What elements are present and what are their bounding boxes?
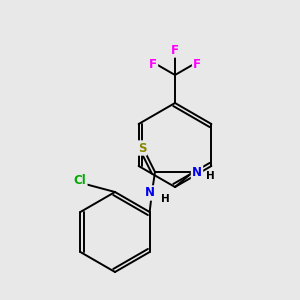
Text: F: F xyxy=(171,44,179,56)
Text: H: H xyxy=(161,194,170,204)
Text: N: N xyxy=(192,166,202,178)
Text: S: S xyxy=(138,142,146,154)
Text: Cl: Cl xyxy=(74,173,86,187)
Text: F: F xyxy=(193,58,201,70)
Text: H: H xyxy=(206,171,215,181)
Text: F: F xyxy=(149,58,157,70)
Text: N: N xyxy=(145,187,155,200)
